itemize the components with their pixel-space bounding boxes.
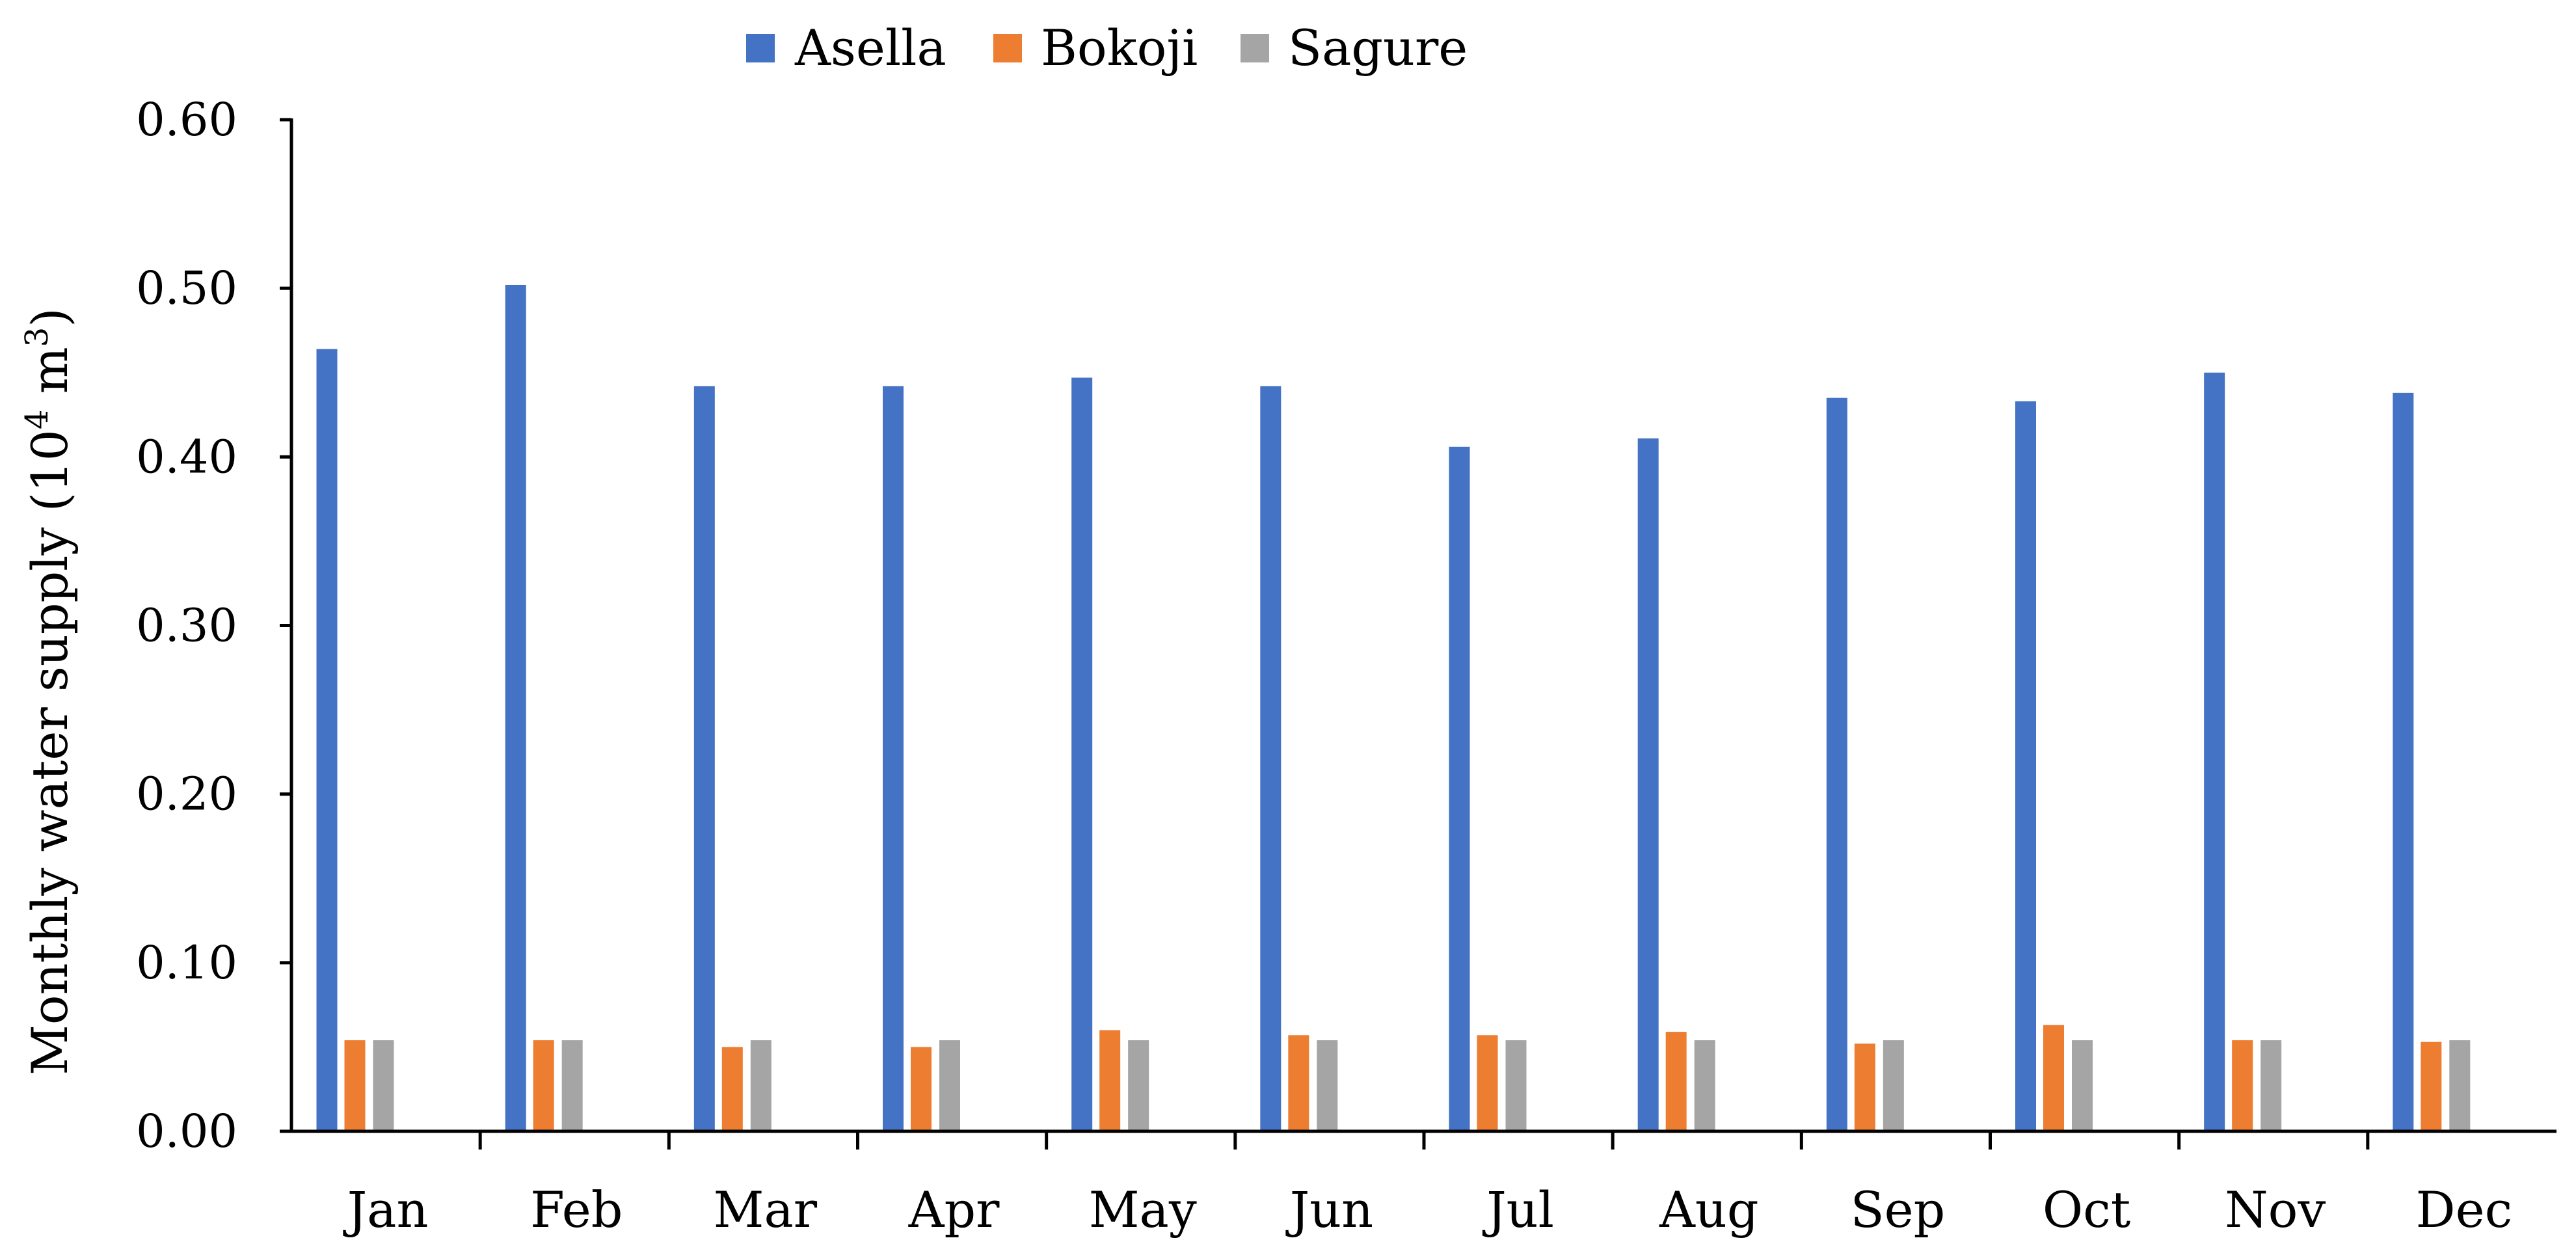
bar-asella-feb: [505, 284, 526, 1132]
y-tick-label: 0.30: [136, 599, 237, 652]
bar-bokoji-feb: [533, 1040, 554, 1131]
y-tick-label: 0.60: [136, 93, 237, 146]
legend-item-sagure: Sagure: [1241, 19, 1468, 77]
bar-sagure-nov: [2261, 1040, 2282, 1131]
x-tick-label-oct: Oct: [2043, 1181, 2130, 1239]
bar-sagure-jul: [1505, 1040, 1527, 1131]
bar-asella-jan: [316, 349, 338, 1131]
bar-sagure-jan: [373, 1040, 394, 1131]
legend: Asella Bokoji Sagure: [746, 19, 1468, 77]
bar-bokoji-sep: [1854, 1043, 1875, 1131]
series-asella: [316, 284, 2414, 1132]
x-tick-label-jun: Jun: [1285, 1181, 1373, 1239]
legend-swatch-asella: [746, 34, 775, 62]
legend-item-asella: Asella: [746, 19, 946, 77]
y-axis-title: Monthly water supply (104 m3): [19, 308, 79, 1075]
bar-bokoji-apr: [911, 1047, 932, 1131]
bar-sagure-dec: [2449, 1040, 2471, 1131]
y-axis-ticks: 0.00 0.10 0.20 0.30 0.40 0.50 0.60: [136, 93, 291, 1158]
bars: [316, 284, 2471, 1132]
legend-swatch-sagure: [1241, 34, 1269, 62]
x-tick-label-feb: Feb: [530, 1181, 623, 1239]
bar-sagure-feb: [561, 1040, 583, 1131]
bar-asella-aug: [1637, 438, 1659, 1131]
bar-asella-nov: [2204, 372, 2225, 1131]
bar-sagure-sep: [1883, 1040, 1904, 1131]
legend-label-sagure: Sagure: [1288, 19, 1468, 77]
bar-bokoji-may: [1099, 1030, 1121, 1131]
bar-sagure-oct: [2072, 1040, 2093, 1131]
bar-bokoji-jul: [1477, 1035, 1498, 1131]
bar-asella-jun: [1260, 386, 1281, 1131]
bar-asella-oct: [2015, 401, 2036, 1131]
bar-bokoji-jan: [344, 1040, 366, 1131]
bar-sagure-mar: [750, 1040, 771, 1131]
bar-bokoji-oct: [2043, 1025, 2064, 1131]
legend-item-bokoji: Bokoji: [993, 19, 1198, 77]
x-tick-label-jul: Jul: [1482, 1181, 1554, 1239]
x-tick-label-dec: Dec: [2416, 1181, 2512, 1239]
x-tick-label-jan: Jan: [343, 1181, 429, 1239]
y-tick-label: 0.40: [136, 430, 237, 483]
bar-asella-dec: [2393, 392, 2414, 1131]
legend-swatch-bokoji: [993, 34, 1022, 62]
bar-asella-mar: [693, 386, 715, 1131]
bar-bokoji-aug: [1665, 1032, 1687, 1131]
y-tick-label: 0.00: [136, 1105, 237, 1158]
legend-label-bokoji: Bokoji: [1041, 19, 1198, 77]
x-tick-label-nov: Nov: [2225, 1181, 2326, 1239]
bar-bokoji-nov: [2232, 1040, 2253, 1131]
y-axis-title-group: Monthly water supply (104 m3): [19, 308, 79, 1075]
y-tick-label: 0.50: [136, 262, 237, 315]
x-tick-label-aug: Aug: [1659, 1181, 1758, 1239]
bar-asella-apr: [883, 386, 904, 1131]
series-bokoji: [344, 1025, 2442, 1131]
bar-sagure-jun: [1317, 1040, 1338, 1131]
bar-sagure-apr: [939, 1040, 960, 1131]
bar-bokoji-dec: [2421, 1042, 2442, 1131]
x-axis-ticks: Jan Feb Mar Apr May Jun Jul Aug Sep Oct Nov Dec: [343, 1131, 2512, 1239]
bar-asella-jul: [1449, 446, 1470, 1131]
x-tick-label-apr: Apr: [908, 1181, 1000, 1239]
legend-label-asella: Asella: [794, 19, 946, 77]
y-tick-label: 0.10: [136, 936, 237, 989]
x-tick-label-sep: Sep: [1851, 1181, 1946, 1239]
bar-sagure-may: [1128, 1040, 1149, 1131]
y-tick-label: 0.20: [136, 768, 237, 821]
bar-sagure-aug: [1694, 1040, 1715, 1131]
bar-bokoji-mar: [721, 1047, 743, 1131]
bar-asella-sep: [1826, 397, 1847, 1132]
bar-bokoji-jun: [1288, 1035, 1309, 1131]
x-tick-label-may: May: [1089, 1181, 1197, 1239]
series-sagure: [373, 1040, 2471, 1131]
x-tick-label-mar: Mar: [714, 1181, 818, 1239]
bar-asella-may: [1071, 377, 1093, 1131]
